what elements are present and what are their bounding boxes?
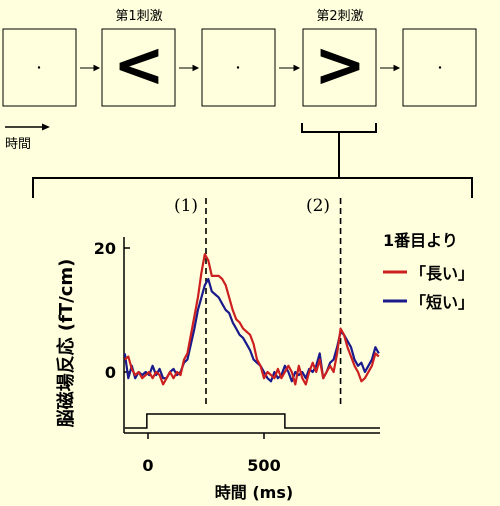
fixation-dot-3 bbox=[438, 66, 442, 69]
legend-label-long: 「長い」 bbox=[410, 264, 474, 283]
sequence-arrowhead-4 bbox=[393, 64, 401, 72]
stimulus2-glyph: > bbox=[314, 28, 366, 101]
sequence-arrowhead-3 bbox=[293, 64, 301, 72]
x-tick-label-500: 500 bbox=[247, 456, 280, 475]
fixation-box-2 bbox=[201, 28, 276, 107]
legend-title: 1番目より bbox=[383, 231, 458, 250]
time-label: 時間 bbox=[5, 137, 31, 152]
marker-1-label: (1) bbox=[174, 196, 198, 216]
y-axis-title: 脳磁場反応 (fT/cm) bbox=[55, 259, 77, 428]
fixation-box-3 bbox=[402, 28, 477, 107]
x-tick-label-0: 0 bbox=[142, 456, 153, 475]
time-arrowhead bbox=[42, 123, 50, 131]
meg-response-chart: 0 20 0 500 時間 (ms) 脳磁場反応 (fT/cm) (1) (2) bbox=[55, 196, 380, 502]
stimulus2-bracket bbox=[301, 123, 377, 133]
stimulus1-glyph: < bbox=[113, 28, 165, 101]
zoom-brackets bbox=[32, 123, 473, 198]
y-tick-label-0: 0 bbox=[105, 363, 116, 382]
stimulus1-box bbox=[101, 28, 176, 107]
marker-2-label: (2) bbox=[306, 196, 330, 216]
fixation-box-1 bbox=[2, 28, 77, 107]
stimulus-sequence: < > bbox=[2, 28, 477, 107]
panel-bracket bbox=[32, 177, 473, 198]
stimulus2-label: 第2刺激 bbox=[316, 9, 363, 24]
y-tick-label-20: 20 bbox=[94, 239, 116, 258]
fixation-dot-2 bbox=[236, 66, 240, 69]
x-axis-title: 時間 (ms) bbox=[215, 483, 293, 502]
stimulus-timing-trace bbox=[124, 413, 380, 429]
series-line-long bbox=[124, 253, 380, 386]
sequence-arrowhead-1 bbox=[93, 64, 101, 72]
legend-label-short: 「短い」 bbox=[410, 293, 474, 312]
sequence-arrowhead-2 bbox=[192, 64, 200, 72]
stimulus1-label: 第1刺激 bbox=[115, 9, 162, 24]
fixation-dot-1 bbox=[37, 66, 41, 69]
stimulus2-box bbox=[302, 28, 377, 107]
legend: 1番目より 「長い」 「短い」 bbox=[383, 231, 474, 312]
